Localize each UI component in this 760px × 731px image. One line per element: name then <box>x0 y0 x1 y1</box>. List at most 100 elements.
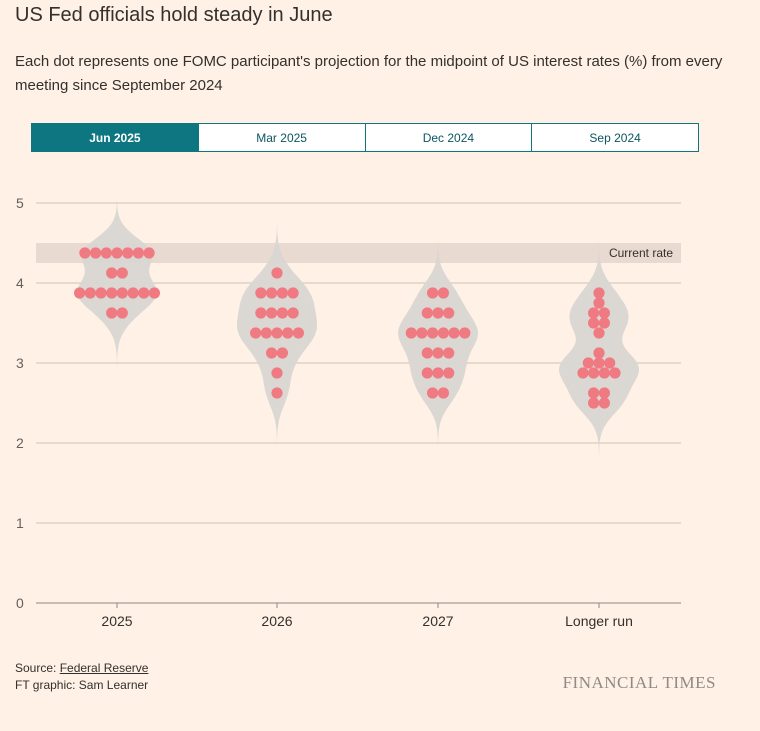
projection-dot <box>459 327 471 339</box>
projection-dot <box>255 307 267 319</box>
projection-dot <box>250 327 262 339</box>
source-link[interactable]: Federal Reserve <box>59 661 149 675</box>
projection-dot <box>287 287 299 299</box>
chart-subtitle: Each dot represents one FOMC participant… <box>15 53 723 94</box>
projection-dot <box>266 307 278 319</box>
projection-dot <box>287 307 299 319</box>
x-tick-label: 2025 <box>101 613 132 629</box>
projection-dot <box>271 367 283 379</box>
projection-dot <box>593 287 605 299</box>
projection-dot <box>598 307 611 319</box>
x-tick-label: 2026 <box>261 613 292 629</box>
projection-dot <box>276 307 288 319</box>
projection-dot <box>266 347 278 359</box>
projection-dot <box>598 387 611 399</box>
y-tick-label: 1 <box>16 515 24 531</box>
projection-dot <box>282 327 294 339</box>
chart-title: US Fed officials hold steady in June <box>15 4 333 26</box>
projection-dot <box>588 387 600 399</box>
projection-dot <box>421 307 433 319</box>
projection-dot <box>582 357 594 369</box>
projection-dot <box>432 347 444 359</box>
projection-dot <box>421 347 433 359</box>
projection-dot <box>593 297 605 309</box>
projection-dot <box>593 357 605 369</box>
y-tick-label: 3 <box>16 355 24 371</box>
current-rate-band <box>36 243 681 263</box>
violin-shape <box>398 241 478 449</box>
projection-dot <box>593 347 605 359</box>
violin-shape <box>77 201 157 369</box>
y-tick-label: 2 <box>16 435 24 451</box>
projection-dot <box>106 307 118 319</box>
projection-dot <box>604 357 616 369</box>
y-tick-label: 5 <box>16 195 24 211</box>
projection-dot <box>448 327 460 339</box>
projection-dot <box>260 327 272 339</box>
projection-dot <box>100 247 112 259</box>
projection-dot <box>432 307 444 319</box>
projection-dot <box>437 387 449 399</box>
projection-dot <box>443 307 455 319</box>
projection-dot <box>588 367 600 379</box>
projection-dot <box>416 327 428 339</box>
projection-dot <box>271 267 283 279</box>
projection-dot <box>598 367 611 379</box>
projection-dot <box>443 347 455 359</box>
projection-dot <box>79 247 91 259</box>
projection-dot <box>116 307 128 319</box>
projection-dot <box>598 397 611 409</box>
projection-dot <box>427 287 439 299</box>
projection-dot <box>74 287 86 299</box>
projection-dot <box>271 387 283 399</box>
projection-dot <box>143 247 155 259</box>
projection-dot <box>598 317 611 329</box>
projection-dot <box>122 247 134 259</box>
projection-dot <box>292 327 304 339</box>
x-tick-label: 2027 <box>422 613 453 629</box>
dot-plot-chart: 0 1 2 3 4 5 Current rate 2025 2026 2027 Longer run <box>16 195 681 629</box>
ft-logo: FINANCIAL TIMES <box>562 673 716 692</box>
projection-dot <box>427 327 439 339</box>
tab-dec-2024[interactable]: Dec 2024 <box>364 124 532 151</box>
projection-dot <box>255 287 267 299</box>
y-tick-label: 0 <box>16 595 24 611</box>
projection-dot <box>111 247 123 259</box>
projection-dot <box>116 287 128 299</box>
y-tick-label: 4 <box>16 275 24 291</box>
projection-dot <box>90 247 102 259</box>
tab-mar-2025[interactable]: Mar 2025 <box>197 124 365 151</box>
graphic-credit: FT graphic: Sam Learner <box>15 678 149 692</box>
projection-dot <box>588 307 600 319</box>
source-prefix: Source: <box>15 661 60 675</box>
projection-dot <box>148 287 160 299</box>
projection-dot <box>588 397 600 409</box>
projection-dot <box>271 327 283 339</box>
projection-dot <box>437 287 449 299</box>
projection-dot <box>84 287 96 299</box>
projection-dot <box>106 287 118 299</box>
projection-dot <box>577 367 589 379</box>
projection-dot <box>593 327 605 339</box>
projection-dot <box>443 367 455 379</box>
projection-dot <box>138 287 150 299</box>
projection-dot <box>588 317 600 329</box>
projection-dot <box>95 287 107 299</box>
projection-dot <box>276 347 288 359</box>
tab-sep-2024[interactable]: Sep 2024 <box>531 124 698 151</box>
projection-dot <box>609 367 621 379</box>
projection-dot <box>127 287 139 299</box>
projection-dot <box>132 247 144 259</box>
x-tick-label: Longer run <box>565 613 633 629</box>
projection-dot <box>266 287 278 299</box>
projection-dot <box>437 327 449 339</box>
projection-dot <box>116 267 128 279</box>
projection-dot <box>421 367 433 379</box>
tab-jun-2025[interactable]: Jun 2025 <box>32 124 198 151</box>
projection-dot <box>106 267 118 279</box>
projection-dot <box>427 387 439 399</box>
projection-dot <box>276 287 288 299</box>
meeting-tabs: Jun 2025 Mar 2025 Dec 2024 Sep 2024 <box>31 123 699 152</box>
projection-dot <box>432 367 444 379</box>
source-note: Source: Federal Reserve FT graphic: Sam … <box>15 660 148 694</box>
